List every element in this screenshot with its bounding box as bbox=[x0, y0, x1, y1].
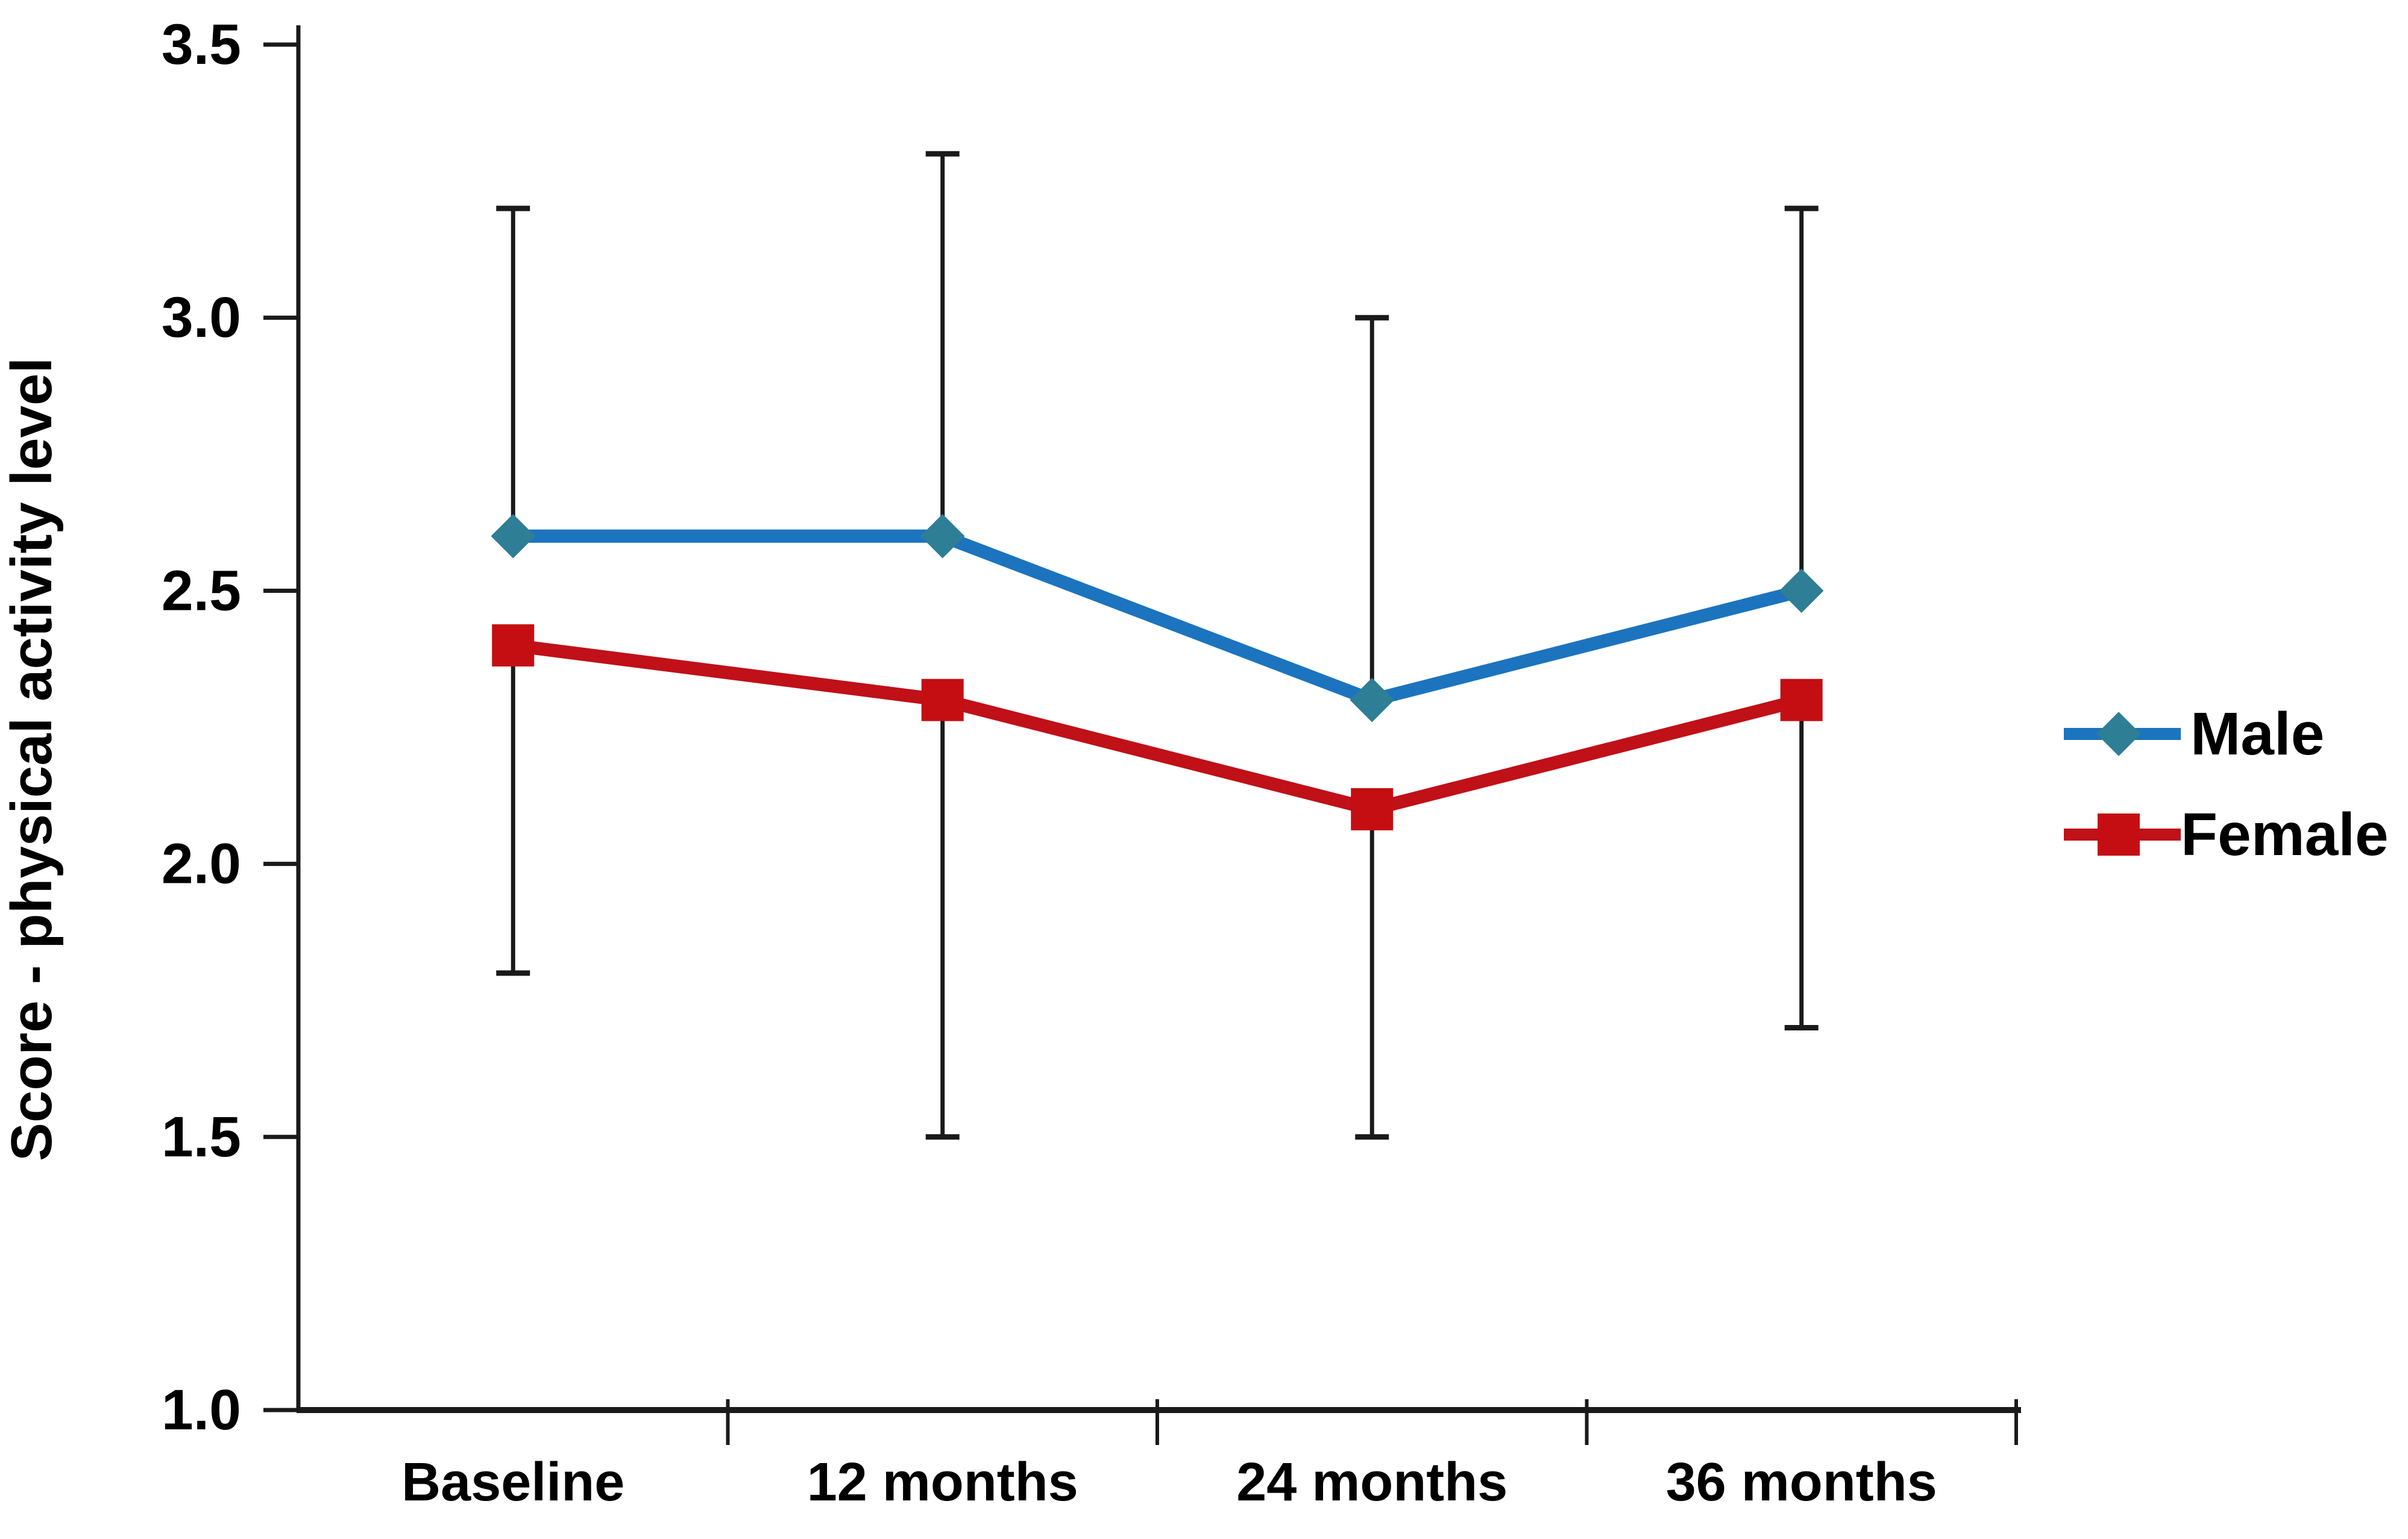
legend-marker-female bbox=[2098, 813, 2140, 856]
y-tick-label: 1.0 bbox=[162, 1378, 241, 1442]
y-axis-title: Score - physical activity level bbox=[0, 357, 64, 1161]
x-category-label: Baseline bbox=[401, 1452, 624, 1512]
marker-female bbox=[1780, 679, 1823, 721]
x-category-label: 36 months bbox=[1666, 1452, 1937, 1512]
legend-marker-male bbox=[2096, 712, 2141, 756]
y-tick-label: 2.0 bbox=[162, 832, 241, 896]
marker-female bbox=[492, 624, 535, 667]
y-tick-label: 3.5 bbox=[162, 13, 241, 77]
marker-female bbox=[1351, 788, 1394, 830]
marker-male bbox=[1779, 568, 1824, 613]
marker-female bbox=[921, 679, 964, 721]
y-tick-label: 2.5 bbox=[162, 559, 241, 622]
x-category-label: 12 months bbox=[807, 1452, 1078, 1512]
y-tick-label: 3.0 bbox=[162, 286, 241, 349]
marker-male bbox=[920, 513, 965, 559]
legend-label-male: Male bbox=[2190, 700, 2324, 768]
x-category-label: 24 months bbox=[1236, 1452, 1507, 1512]
series-line-male bbox=[513, 529, 1803, 707]
marker-male bbox=[1350, 677, 1395, 722]
legend-label-female: Female bbox=[2181, 801, 2389, 868]
series-line-female bbox=[512, 639, 1803, 817]
y-tick-label: 1.5 bbox=[162, 1105, 241, 1169]
marker-male bbox=[491, 513, 536, 559]
